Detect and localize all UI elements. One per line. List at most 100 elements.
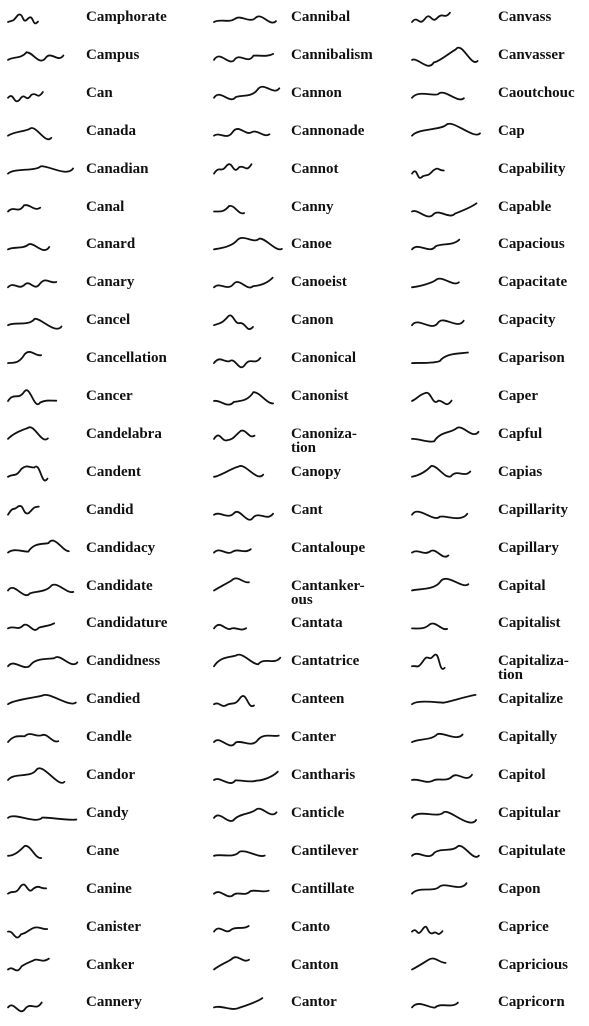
shorthand-outline [7,883,47,895]
entry-word: Capitalist [498,615,561,632]
shorthand-outline [7,767,66,784]
entry-word: Capful [498,425,543,442]
shorthand-outline [213,128,271,137]
shorthand-outline [411,122,481,137]
shorthand-outline [411,925,444,935]
shorthand-outline [213,237,283,251]
entry-word: Candid [86,501,134,518]
entry-word: Capricious [498,956,569,973]
entry-word: Candidature [86,615,168,632]
entry-word: Capitulate [498,842,566,859]
shorthand-outline [213,653,282,668]
shorthand-outline [213,276,274,289]
entry-word: Canteen [291,691,345,708]
entry-word: Cantanker- ous [291,577,365,608]
entry-word: Cannon [291,84,342,101]
entry-word: Capitular [498,804,561,821]
shorthand-outline [411,882,468,895]
shorthand-outline [213,548,252,554]
shorthand-outline [411,351,469,364]
shorthand-outline [7,243,51,251]
entry-word: Capitol [498,767,546,783]
shorthand-outline [411,1001,459,1009]
entry-word: Capable [498,198,552,215]
shorthand-outline [7,656,79,669]
shorthand-outline [7,815,78,821]
shorthand-outline [7,733,60,743]
shorthand-outline [411,653,446,670]
entry-word: Caparison [498,350,565,367]
shorthand-outline [411,810,477,824]
entry-word: Cantor [291,994,337,1011]
shorthand-outline [213,807,278,822]
entry-word: Canary [86,274,135,291]
entry-word: Caprice [498,918,549,935]
shorthand-outline [7,465,49,482]
shorthand-outline [213,624,247,631]
entry-word: Canonist [291,388,349,404]
shorthand-outline [213,205,245,215]
entry-word: Capon [498,880,541,897]
shorthand-outline [7,165,74,175]
entry-word: Cant [291,501,323,518]
entry-word: Caoutchouc [498,84,575,101]
entry-word: Candy [86,804,129,821]
shorthand-outline [411,46,479,67]
entry-word: Cancel [86,312,131,329]
entry-word: Candelabra [86,425,162,442]
entry-word: Cantata [291,615,343,632]
entry-word: Canadian [86,160,149,177]
entry-word: Campus [86,46,140,63]
entry-word: Capitalize [498,691,563,708]
shorthand-outline [7,539,70,554]
entry-word: Capacitate [498,274,568,291]
entry-word: Canvass [498,9,552,25]
entry-word: Capitally [498,729,558,746]
shorthand-outline [7,127,53,141]
entry-word: Canonical [291,350,357,367]
shorthand-outline [7,926,49,939]
entry-word: Canton [291,956,339,973]
entry-word: Candidate [86,577,153,594]
shorthand-outline [213,53,275,63]
entry-word: Can [86,84,113,101]
shorthand-outline [7,1001,43,1013]
entry-word: Cap [498,122,525,139]
entry-word: Capricorn [498,994,565,1011]
shorthand-outline [213,695,255,708]
entry-word: Canal [86,198,125,215]
entry-word: Canard [86,236,136,253]
shorthand-outline [411,694,477,706]
shorthand-outline [7,389,58,406]
shorthand-outline [411,426,480,443]
shorthand-outline [411,167,445,179]
entry-word: Candor [86,767,136,783]
entry-word: Canto [291,918,331,935]
shorthand-outline [213,357,262,369]
shorthand-outline [213,734,280,747]
shorthand-outline [7,583,75,596]
shorthand-outline [7,845,43,859]
shorthand-outline [411,277,460,289]
entry-word: Canine [86,880,132,897]
entry-word: Caper [498,388,538,404]
entry-word: Cantatrice [291,653,360,670]
shorthand-outline [7,693,77,706]
entry-word: Cancer [86,388,133,404]
shorthand-outline [7,505,40,516]
shorthand-outline [411,577,470,592]
shorthand-outline [7,91,44,103]
entry-word: Capacity [498,312,556,329]
shorthand-outline [213,465,265,478]
entry-word: Cannibalism [291,46,373,63]
entry-word: Canny [291,198,334,215]
shorthand-outline [7,426,49,441]
entry-word: Cancellation [86,350,167,367]
shorthand-outline [411,510,469,520]
shorthand-outline [411,622,448,631]
shorthand-outline [7,279,58,289]
shorthand-outline [411,91,465,101]
entry-word: Cannibal [291,9,351,25]
entry-word: Canker [86,956,135,973]
